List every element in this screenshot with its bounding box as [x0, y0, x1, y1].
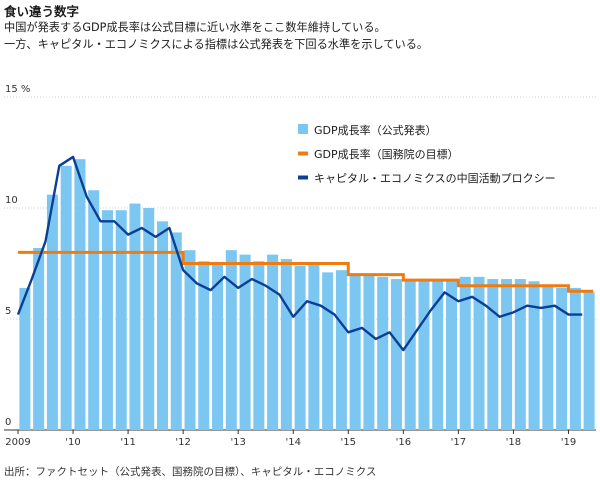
bar [528, 281, 540, 430]
target-step-line [18, 250, 594, 293]
x-tick-label: '19 [561, 437, 576, 448]
x-tick-label: '13 [230, 437, 245, 448]
bar [60, 165, 72, 430]
bar [459, 276, 471, 430]
bar [322, 272, 334, 430]
proxy-line [16, 155, 583, 352]
legend: GDP成長率（公式発表） GDP成長率（国務院の目標） キャピタル・エコノミクスの中… [298, 123, 556, 185]
bar [280, 259, 292, 430]
legend-label: キャピタル・エコノミクスの中国活動プロクシー [314, 171, 556, 185]
y-tick-label: 5 [5, 306, 11, 317]
y-tick-label: 10 [5, 195, 18, 206]
x-tick-label: '15 [341, 437, 356, 448]
subtitle-line: 中国が発表するGDP成長率は公式目標に近い水準をここ数年維持している。 [4, 21, 386, 34]
source-note: 出所：ファクトセット（公式発表、国務院の目標）、キャピタル・エコノミクス [4, 466, 377, 478]
bar [349, 274, 361, 430]
x-tick-label: '16 [396, 437, 411, 448]
bar [308, 263, 320, 430]
subtitle-line: 一方、キャピタル・エコノミクスによる指標は公式発表を下回る水準を示している。 [4, 38, 429, 51]
bar [46, 194, 58, 430]
bar [143, 208, 155, 430]
bar [33, 247, 45, 430]
bar [170, 232, 182, 430]
bar-series [19, 159, 595, 430]
x-tick-label: 2009 [5, 437, 30, 448]
bar [418, 281, 430, 430]
x-tick-label: '11 [120, 437, 135, 448]
bar [239, 254, 251, 430]
legend-swatch [298, 124, 308, 134]
bar [363, 274, 375, 430]
chart-title: 食い違う数字 [4, 4, 80, 19]
y-tick-label: 15 % [5, 84, 30, 95]
x-tick-label: '17 [451, 437, 466, 448]
bar [514, 279, 526, 430]
bar [432, 281, 444, 430]
bar [390, 279, 402, 430]
bar [129, 203, 141, 430]
bar [501, 279, 513, 430]
chart-subtitle: 中国が発表するGDP成長率は公式目標に近い水準をここ数年維持している。 一方、キ… [4, 19, 428, 53]
legend-label: GDP成長率（国務院の目標） [314, 147, 459, 161]
bar [253, 261, 265, 430]
bar [19, 287, 31, 430]
bar [473, 276, 485, 430]
bar [377, 276, 389, 430]
bar [212, 263, 224, 430]
legend-swatch [298, 151, 308, 156]
bar [542, 285, 554, 430]
line-series [16, 155, 594, 352]
bar [115, 210, 127, 430]
bar [198, 261, 210, 430]
bar [88, 190, 100, 430]
y-tick-label: 0 [5, 417, 11, 428]
legend-swatch [298, 175, 308, 180]
bar [445, 279, 458, 430]
bar [225, 250, 237, 430]
bar [404, 281, 416, 430]
bar [294, 265, 306, 430]
legend-label: GDP成長率（公式発表） [314, 123, 437, 137]
x-tick-label: '10 [65, 437, 80, 448]
bar [184, 250, 196, 430]
axes: 0 5 10 15 % 2009 '10 '11 '12 '13 '14 '15 '16 '17 '18 '… [5, 84, 576, 448]
x-tick-label: '14 [285, 437, 300, 448]
bar [267, 254, 279, 430]
bar [335, 270, 347, 430]
bar [556, 287, 568, 430]
bar [74, 159, 86, 430]
bar [487, 279, 499, 430]
bar [101, 210, 113, 430]
x-tick-label: '12 [175, 437, 190, 448]
x-tick-label: '18 [506, 437, 521, 448]
bar [569, 287, 581, 430]
bar [156, 221, 169, 430]
bar [583, 292, 595, 430]
